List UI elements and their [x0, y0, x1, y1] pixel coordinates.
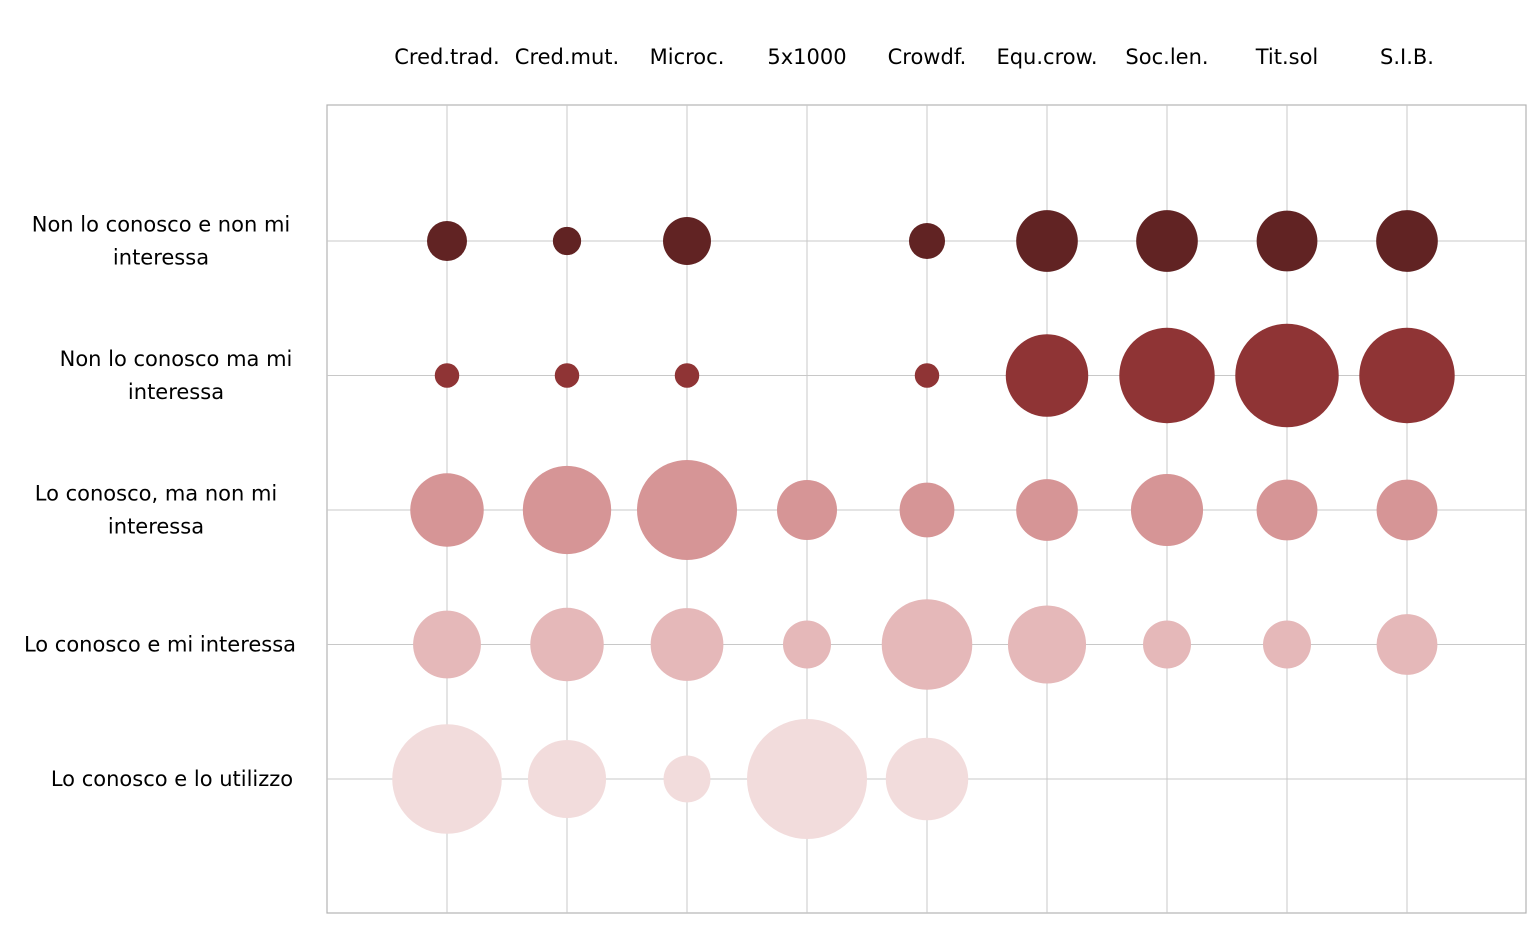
bubble	[783, 620, 831, 669]
row-label: Lo conosco e lo utilizzo	[51, 767, 293, 791]
bubble	[554, 363, 580, 388]
bubble	[663, 755, 711, 803]
bubble	[663, 217, 711, 265]
column-label: Cred.mut.	[515, 45, 619, 69]
bubble	[1359, 327, 1455, 424]
bubble	[427, 221, 467, 261]
bubble	[392, 724, 502, 834]
column-label: Cred.trad.	[394, 45, 500, 69]
column-label: Tit.sol	[1255, 45, 1319, 69]
bubble	[1376, 210, 1438, 272]
bubble	[410, 473, 484, 547]
bubble	[434, 363, 460, 388]
column-label: 5x1000	[767, 45, 846, 69]
bubble	[908, 222, 946, 260]
bubble	[413, 610, 481, 679]
column-label: S.I.B.	[1380, 45, 1434, 69]
bubble	[1256, 479, 1318, 541]
bubble	[1016, 479, 1078, 541]
bubble	[650, 608, 724, 681]
bubble	[1007, 605, 1087, 684]
bubble	[1119, 327, 1215, 424]
bubble	[1235, 323, 1339, 428]
bubble	[1376, 614, 1438, 675]
bubble	[530, 607, 604, 682]
bubble	[527, 739, 607, 819]
row-label: Non lo conosco e non mi interessa	[32, 213, 291, 270]
bubble	[674, 363, 700, 388]
bubble	[1005, 334, 1089, 417]
bubble	[1136, 210, 1198, 272]
bubble	[1130, 473, 1204, 547]
row-labels: Non lo conosco e non mi interessa Non lo c…	[24, 213, 296, 792]
row-label: Lo conosco e mi interessa	[24, 633, 296, 657]
bubble	[747, 719, 867, 839]
column-labels: Cred.trad. Cred.mut. Microc. 5x1000 Crowdf. E…	[394, 45, 1434, 69]
bubble	[899, 482, 955, 538]
bubble	[637, 460, 737, 560]
bubble	[914, 363, 940, 388]
bubble	[777, 480, 837, 540]
column-label: Soc.len.	[1125, 45, 1208, 69]
bubble	[881, 599, 973, 690]
bubble	[885, 737, 969, 821]
bubble	[1016, 210, 1078, 272]
row-label: Lo conosco, ma non mi interessa	[35, 482, 278, 539]
column-label: Equ.crow.	[996, 45, 1097, 69]
column-label: Crowdf.	[888, 45, 967, 69]
bubble	[1376, 479, 1438, 541]
column-label: Microc.	[650, 45, 725, 69]
bubble	[1143, 620, 1191, 669]
bubble	[1263, 620, 1311, 669]
bubble	[1256, 210, 1318, 272]
bubbles	[392, 210, 1455, 839]
bubble	[552, 226, 582, 256]
bubble	[522, 465, 612, 555]
row-label: Non lo conosco ma mi interessa	[60, 347, 293, 404]
